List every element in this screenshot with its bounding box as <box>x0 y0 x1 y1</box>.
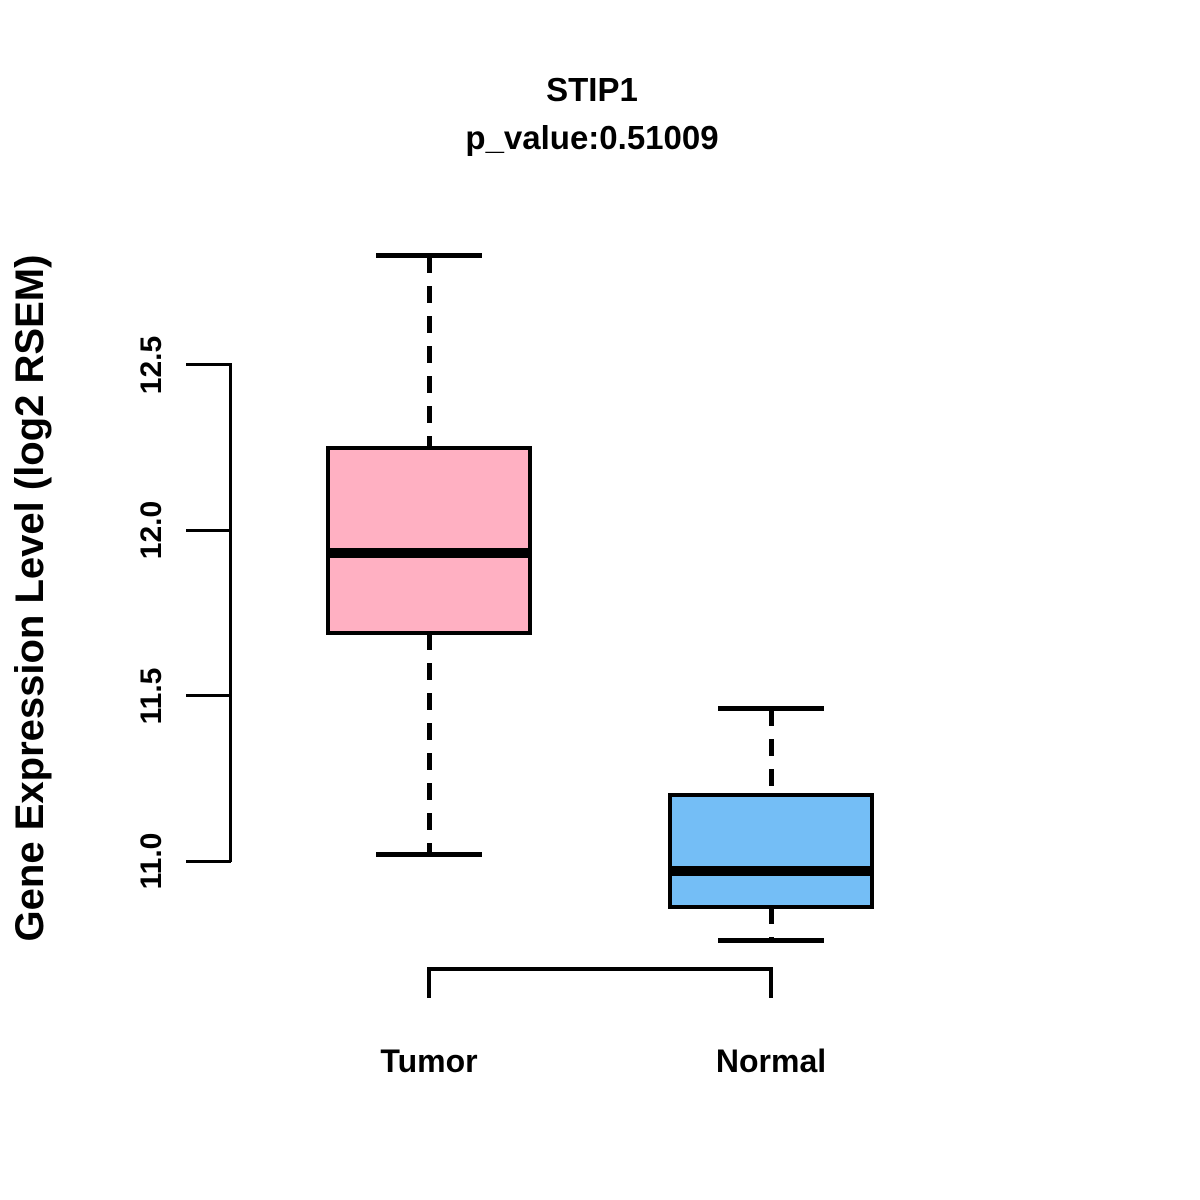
x-label-normal: Normal <box>715 1043 827 1079</box>
normal-lower-whisker <box>768 907 774 941</box>
x-axis-tick-tumor <box>427 967 431 998</box>
y-axis-label: Gene Expression Level (log2 RSEM) <box>8 254 52 942</box>
y-tick-mark <box>186 528 231 532</box>
x-axis-tick-normal <box>769 967 773 998</box>
normal-upper-whisker <box>768 708 774 795</box>
y-tick-mark <box>186 859 231 863</box>
pvalue-subtitle: p_value:0.51009 <box>465 119 719 156</box>
x-label-tumor: Tumor <box>380 1043 478 1079</box>
y-tick-label: 12.5 <box>135 335 168 395</box>
chart-title-block: STIP1 p_value:0.51009 <box>0 66 1184 162</box>
y-tick-label: 12.0 <box>135 501 168 560</box>
tumor-median-line <box>330 548 528 559</box>
normal-box <box>668 792 874 910</box>
tumor-box <box>326 445 532 635</box>
normal-lower-whisker-cap <box>718 937 824 943</box>
normal-median-line <box>672 865 870 876</box>
y-tick-mark <box>186 694 231 698</box>
gene-title: STIP1 <box>546 71 638 108</box>
tumor-lower-whisker-cap <box>376 851 482 857</box>
y-tick-label: 11.5 <box>135 667 168 725</box>
y-tick-label: 11.0 <box>135 832 168 890</box>
y-axis-line <box>229 363 232 863</box>
x-axis-line <box>427 967 773 971</box>
tumor-upper-whisker <box>426 255 432 448</box>
tumor-upper-whisker-cap <box>376 253 482 259</box>
normal-upper-whisker-cap <box>718 706 824 712</box>
y-tick-mark <box>186 363 231 367</box>
tumor-lower-whisker <box>426 632 432 855</box>
